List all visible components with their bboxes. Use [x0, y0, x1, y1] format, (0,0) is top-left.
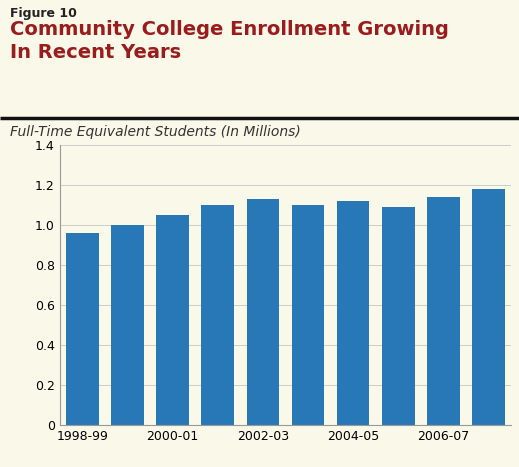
Bar [382, 207, 415, 425]
Bar [247, 199, 279, 425]
Text: Figure 10: Figure 10 [10, 7, 77, 20]
Bar [66, 233, 99, 425]
Bar [472, 189, 505, 425]
Bar [427, 197, 460, 425]
Text: Community College Enrollment Growing: Community College Enrollment Growing [10, 20, 449, 39]
Text: Full-Time Equivalent Students (In Millions): Full-Time Equivalent Students (In Millio… [10, 125, 301, 139]
Bar [337, 201, 370, 425]
Bar [111, 225, 144, 425]
Bar [292, 205, 324, 425]
Bar [156, 215, 189, 425]
Text: In Recent Years: In Recent Years [10, 43, 182, 62]
Bar [201, 205, 234, 425]
